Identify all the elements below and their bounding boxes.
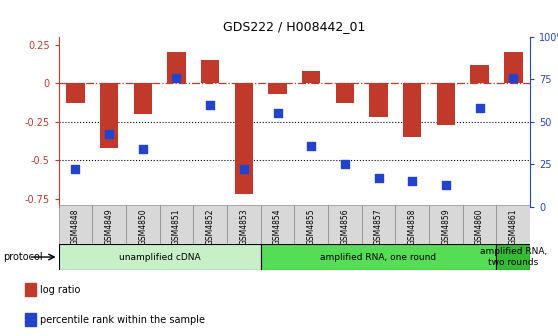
Text: unamplified cDNA: unamplified cDNA — [119, 253, 200, 261]
Bar — [133, 83, 152, 114]
Text: log ratio: log ratio — [40, 285, 80, 295]
Bar — [295, 205, 328, 244]
Point — [307, 143, 316, 148]
Point — [340, 162, 349, 167]
Bar — [25, 312, 36, 326]
Text: protocol: protocol — [3, 252, 42, 262]
Bar — [167, 52, 186, 83]
Bar — [59, 244, 261, 270]
Bar — [126, 205, 160, 244]
Bar — [497, 244, 530, 270]
Bar — [396, 205, 429, 244]
Text: GSM4854: GSM4854 — [273, 208, 282, 245]
Text: amplified RNA, one round: amplified RNA, one round — [320, 253, 436, 261]
Text: GSM4848: GSM4848 — [71, 208, 80, 245]
Bar — [369, 83, 388, 117]
Text: GSM4856: GSM4856 — [340, 208, 349, 245]
Bar — [234, 83, 253, 194]
Point — [374, 175, 383, 180]
Bar — [504, 52, 522, 83]
Point — [408, 178, 417, 184]
Bar — [160, 205, 193, 244]
Bar — [437, 83, 455, 125]
Text: GSM4851: GSM4851 — [172, 208, 181, 245]
Point — [172, 75, 181, 80]
Bar — [335, 83, 354, 103]
Text: GSM4858: GSM4858 — [408, 208, 417, 245]
Bar — [100, 83, 118, 148]
Text: GSM4857: GSM4857 — [374, 208, 383, 245]
Bar — [59, 205, 92, 244]
Bar — [429, 205, 463, 244]
Bar — [470, 65, 489, 83]
Bar — [261, 205, 295, 244]
Point — [138, 146, 147, 152]
Bar — [227, 205, 261, 244]
Point — [206, 102, 215, 108]
Point — [475, 106, 484, 111]
Bar — [328, 205, 362, 244]
Bar — [362, 205, 396, 244]
Bar — [261, 244, 497, 270]
Point — [105, 131, 114, 136]
Bar — [403, 83, 421, 137]
Text: GSM4859: GSM4859 — [441, 208, 450, 245]
Bar — [463, 205, 497, 244]
Text: amplified RNA,
two rounds: amplified RNA, two rounds — [480, 247, 547, 267]
Text: GSM4860: GSM4860 — [475, 208, 484, 245]
Text: GSM4861: GSM4861 — [509, 208, 518, 245]
Point — [441, 182, 450, 187]
Text: GSM4852: GSM4852 — [206, 208, 215, 245]
Bar — [25, 283, 36, 296]
Point — [273, 111, 282, 116]
Text: GSM4853: GSM4853 — [239, 208, 248, 245]
Bar — [497, 205, 530, 244]
Bar — [268, 83, 287, 94]
Point — [239, 167, 248, 172]
Title: GDS222 / H008442_01: GDS222 / H008442_01 — [223, 20, 365, 33]
Bar — [193, 205, 227, 244]
Point — [509, 75, 518, 80]
Point — [71, 167, 80, 172]
Bar — [66, 83, 85, 103]
Text: GSM4849: GSM4849 — [104, 208, 114, 245]
Text: GSM4850: GSM4850 — [138, 208, 147, 245]
Text: percentile rank within the sample: percentile rank within the sample — [40, 315, 205, 325]
Text: GSM4855: GSM4855 — [307, 208, 316, 245]
Bar — [92, 205, 126, 244]
Bar — [201, 60, 219, 83]
Bar — [302, 71, 320, 83]
